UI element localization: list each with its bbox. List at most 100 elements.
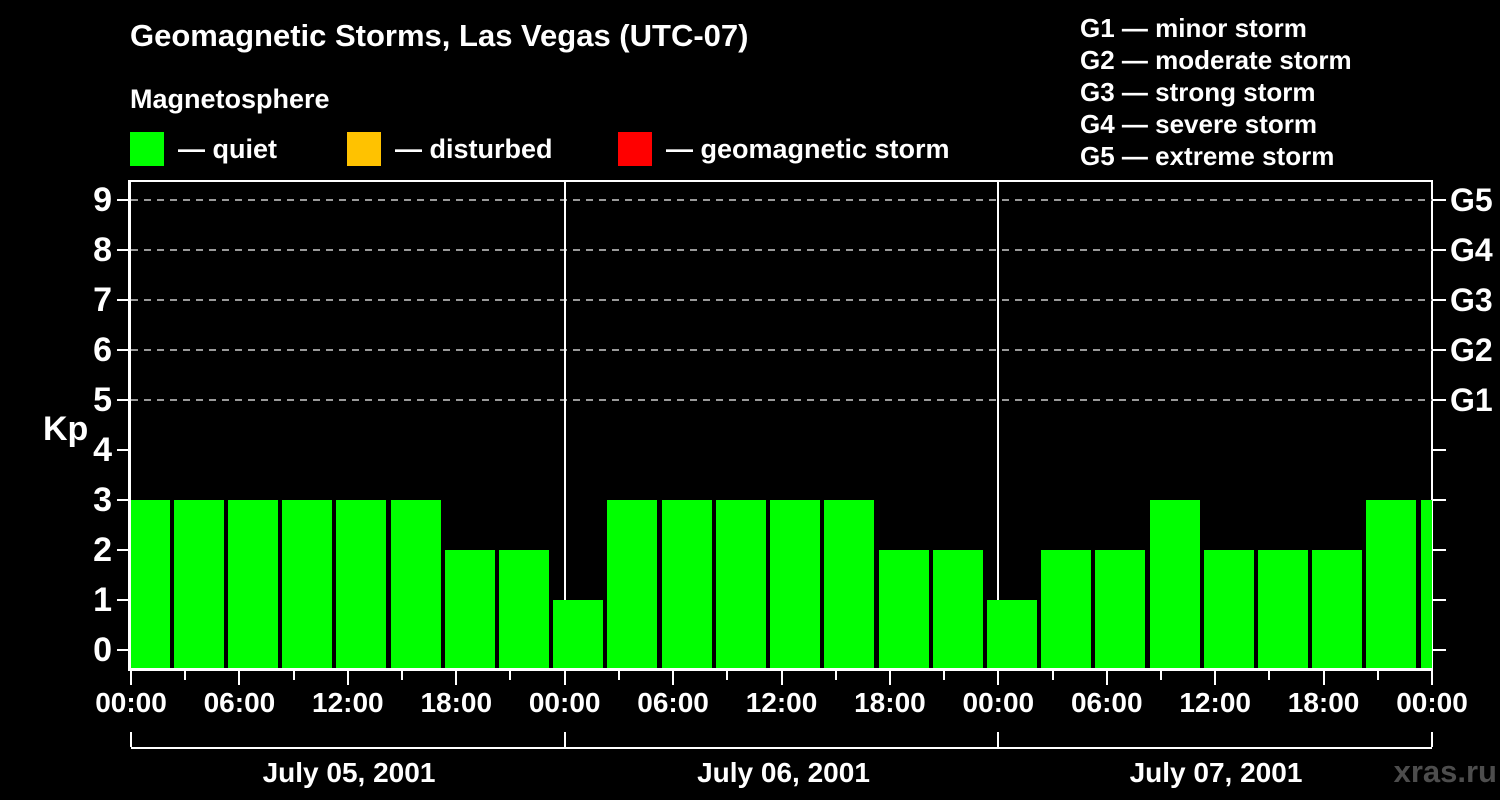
x-tick-label: 00:00 <box>528 687 601 718</box>
y-tick-label-2: 2 <box>93 531 112 569</box>
x-tick-label: 06:00 <box>1070 687 1143 718</box>
storm-color-swatch <box>618 132 652 166</box>
right-axis-label-g1: G1 <box>1450 382 1493 418</box>
y-tick-label-7: 7 <box>93 281 112 319</box>
y-tick-label-4: 4 <box>93 431 112 469</box>
y-tick-left-9 <box>117 199 131 201</box>
kp-bar <box>228 500 278 668</box>
kp-bar <box>932 550 983 668</box>
storm-scale-line-g5: G5 — extreme storm <box>1080 141 1335 171</box>
x-minor-tick <box>509 671 512 680</box>
kp-bar <box>1312 550 1363 668</box>
kp-bar <box>131 500 170 668</box>
kp-bar <box>661 500 712 668</box>
kp-bar <box>1257 550 1308 668</box>
kp-bar <box>173 500 224 668</box>
kp-bar <box>390 500 441 668</box>
y-tick-right-2 <box>1432 549 1446 551</box>
x-minor-tick <box>1268 671 1271 680</box>
x-tick-label: 12:00 <box>745 687 818 718</box>
y-tick-left-3 <box>117 499 131 501</box>
storm-scale-line-g4: G4 — severe storm <box>1080 109 1318 139</box>
kp-bar <box>878 550 929 668</box>
legend-item-geomagnetic-storm: — geomagnetic storm <box>618 131 950 167</box>
x-major-tick <box>672 671 675 685</box>
y-tick-label-1: 1 <box>93 581 112 619</box>
x-minor-tick <box>617 671 620 680</box>
y-tick-left-5 <box>117 399 131 401</box>
y-tick-left-0 <box>117 649 131 651</box>
day-bracket-tick-0 <box>130 732 132 747</box>
y-tick-label-3: 3 <box>93 481 112 519</box>
x-tick-label: 00:00 <box>95 687 167 718</box>
storm-scale-line-g3: G3 — strong storm <box>1080 77 1316 107</box>
x-major-tick <box>997 671 1000 685</box>
y-tick-right-1 <box>1432 599 1446 601</box>
x-tick-label: 12:00 <box>312 687 384 718</box>
kp-bar <box>444 550 495 668</box>
right-axis-label-g4: G4 <box>1450 232 1493 268</box>
day-divider-1 <box>997 182 1000 668</box>
x-major-tick <box>1322 671 1325 685</box>
magnetosphere-label: Magnetosphere <box>130 84 330 114</box>
kp-bar <box>607 500 658 668</box>
x-major-tick <box>1105 671 1108 685</box>
gridline-kp5 <box>131 399 1432 401</box>
plot-top-border <box>128 180 1433 182</box>
day-bracket-tick-2 <box>997 732 1000 747</box>
kp-bar <box>1041 550 1092 668</box>
y-axis-line <box>128 180 131 671</box>
legend-item-disturbed: — disturbed <box>347 131 553 167</box>
legend-label-quiet: — quiet <box>178 133 277 164</box>
x-major-tick <box>1431 671 1433 685</box>
gridline-kp8 <box>131 249 1432 251</box>
x-tick-label: 00:00 <box>1396 687 1468 718</box>
right-axis-label-g2: G2 <box>1450 332 1493 368</box>
y-axis-title-kp: Kp <box>43 410 89 448</box>
y-tick-label-8: 8 <box>93 231 112 269</box>
right-axis-line <box>1431 180 1433 671</box>
y-tick-right-0 <box>1432 649 1446 651</box>
kp-bar <box>1095 550 1146 668</box>
x-minor-tick <box>401 671 404 680</box>
gridline-kp6 <box>131 349 1432 351</box>
x-tick-label: 06:00 <box>203 687 276 718</box>
day-bracket-tick-1 <box>563 732 566 747</box>
legend-label-geomagnetic-storm: — geomagnetic storm <box>666 133 950 164</box>
y-tick-left-6 <box>117 349 131 351</box>
storm-scale-line-g2: G2 — moderate storm <box>1080 45 1352 75</box>
y-tick-left-2 <box>117 549 131 551</box>
x-tick-label: 06:00 <box>637 687 709 718</box>
storm-scale-legend: G1 — minor storm G2 — moderate storm G3 … <box>1080 12 1352 172</box>
x-axis-line <box>128 668 1433 671</box>
kp-bar <box>282 500 333 668</box>
x-minor-tick <box>943 671 946 680</box>
x-minor-tick <box>1376 671 1379 680</box>
y-tick-right-8 <box>1432 249 1446 251</box>
x-tick-label: 18:00 <box>854 687 926 718</box>
day-label-july-06: July 06, 2001 <box>697 757 870 788</box>
kp-bar <box>986 600 1037 668</box>
xras-watermark: xras.ru <box>1393 754 1497 789</box>
y-tick-right-3 <box>1432 499 1446 501</box>
y-tick-right-7 <box>1432 299 1446 301</box>
gridline-kp9 <box>131 199 1432 201</box>
quiet-color-swatch <box>130 132 164 166</box>
kp-bar <box>715 500 766 668</box>
y-tick-right-6 <box>1432 349 1446 351</box>
day-bracket-line <box>131 747 1432 749</box>
y-tick-left-8 <box>117 249 131 251</box>
x-major-tick <box>780 671 783 685</box>
legend-label-disturbed: — disturbed <box>395 133 553 164</box>
y-tick-label-6: 6 <box>93 331 112 369</box>
day-label-july-05: July 05, 2001 <box>262 757 436 788</box>
legend-item-quiet: — quiet <box>130 131 277 167</box>
page-title: Geomagnetic Storms, Las Vegas (UTC-07) <box>130 18 749 53</box>
kp-bar <box>770 500 821 668</box>
y-tick-label-0: 0 <box>93 631 112 669</box>
right-axis-label-g3: G3 <box>1450 282 1493 318</box>
x-tick-label: 18:00 <box>1287 687 1360 718</box>
x-minor-tick <box>292 671 295 680</box>
bars-container <box>131 182 1432 668</box>
kp-bar <box>1366 500 1417 668</box>
